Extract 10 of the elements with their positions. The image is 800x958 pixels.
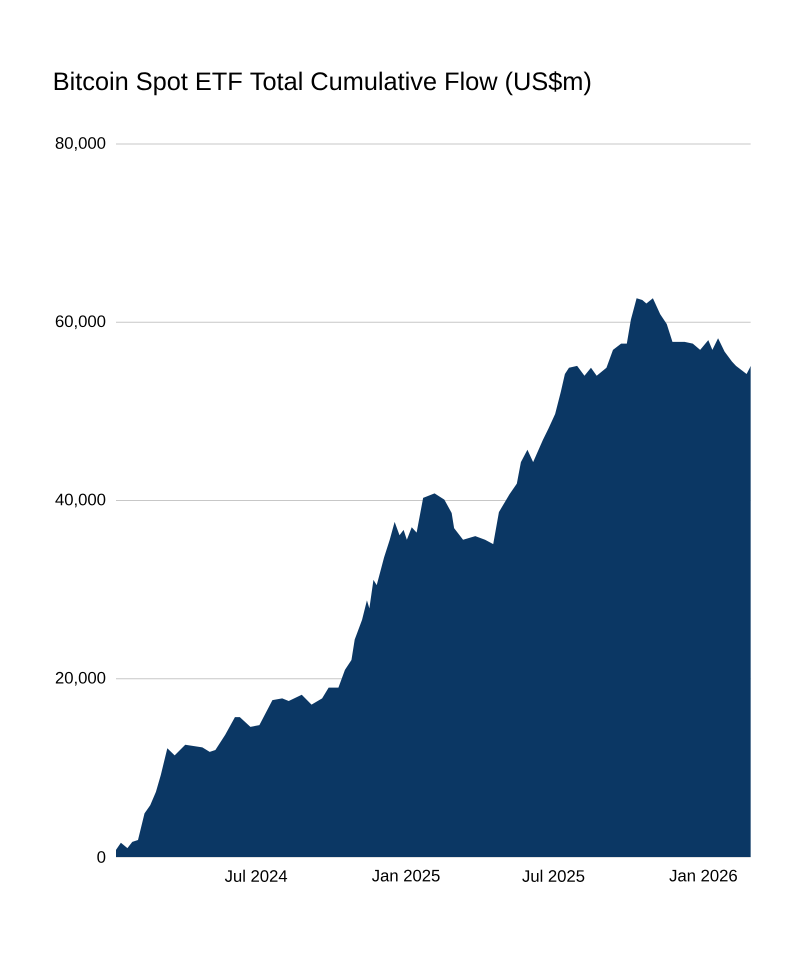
y-tick-label: 40,000 (55, 494, 106, 508)
x-tick-label: Jul 2024 (224, 870, 288, 882)
x-tick-label: Jan 2026 (669, 870, 737, 882)
x-tick-label: Jan 2025 (372, 870, 440, 882)
x-tick-label: Jul 2025 (522, 870, 584, 882)
y-tick-label: 20,000 (56, 672, 106, 686)
y-tick-label: 80,000 (56, 137, 106, 151)
chart-title: Bitcoin Spot ETF Total Cumulative Flow (US$m) (54, 71, 590, 96)
y-tick-label: 60,000 (56, 315, 106, 330)
y-tick-label: 0 (97, 851, 106, 863)
